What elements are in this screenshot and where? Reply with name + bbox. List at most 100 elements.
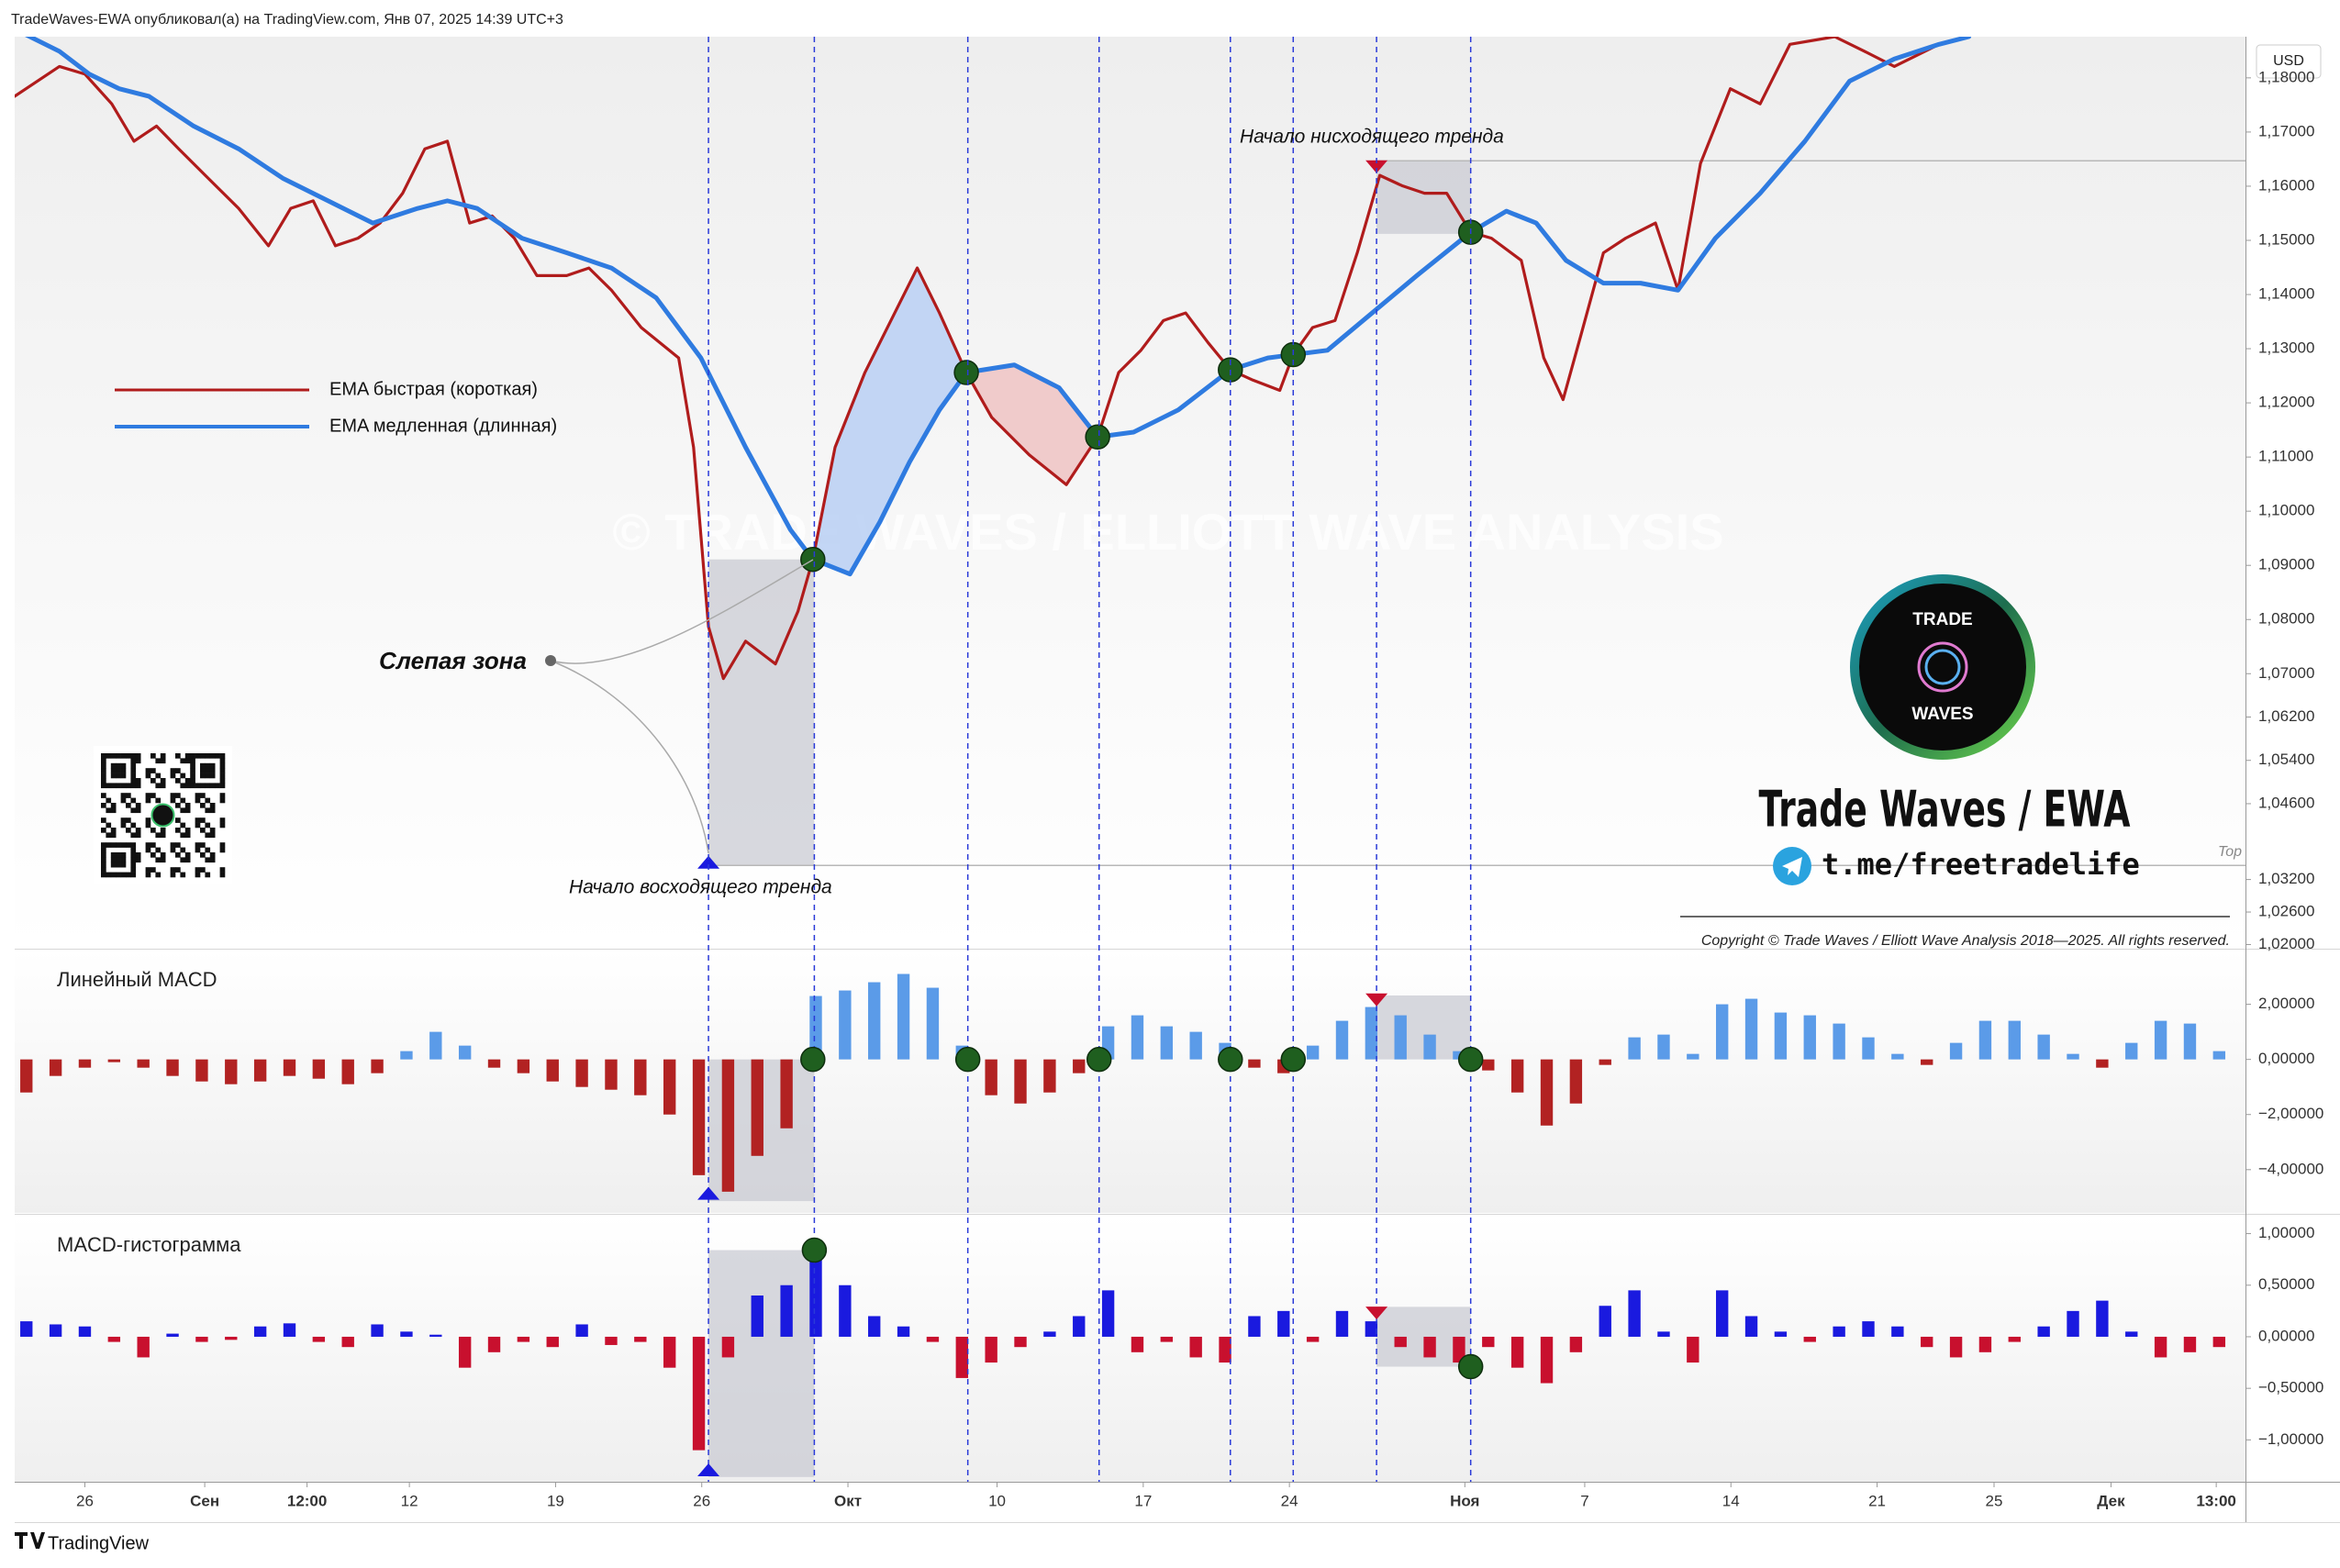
qr-cell	[195, 797, 201, 804]
bar	[1043, 1331, 1056, 1337]
qr-cell	[150, 842, 156, 848]
bar	[1014, 1336, 1027, 1348]
qr-cell	[209, 807, 216, 814]
qr-cell	[150, 768, 156, 773]
qr-cell	[110, 857, 117, 863]
crossing-dot	[1280, 1046, 1307, 1073]
qr-cell	[110, 852, 117, 858]
qr-cell	[110, 828, 117, 833]
qr-cell	[195, 793, 201, 798]
bar	[2008, 1336, 2021, 1342]
qr-cell	[101, 828, 106, 833]
qr-cell	[160, 783, 166, 789]
qr-cell	[219, 817, 226, 823]
qr-cell	[175, 842, 181, 848]
qr-cell	[219, 797, 226, 804]
qr-cell	[120, 822, 127, 828]
bar	[1862, 1321, 1875, 1337]
qr-cell	[160, 758, 166, 764]
qr-cell	[135, 807, 141, 814]
bar	[1423, 1336, 1436, 1358]
qr-cell	[150, 793, 156, 798]
qr-cell	[101, 758, 106, 764]
bar	[926, 987, 940, 1060]
qr-cell	[101, 862, 106, 868]
bar	[1715, 1290, 1729, 1337]
bar	[1774, 1012, 1788, 1060]
bar	[1073, 1316, 1086, 1337]
bar	[1921, 1336, 1933, 1348]
qr-cell	[209, 768, 216, 773]
footer-brand[interactable]: TradingView	[48, 1533, 150, 1553]
bar	[1949, 1042, 1963, 1060]
qr-cell	[180, 822, 186, 828]
bar	[605, 1059, 618, 1090]
bar	[692, 1059, 706, 1175]
qr-cell	[170, 797, 176, 804]
qr-cell	[209, 832, 216, 839]
qr-cell	[200, 803, 206, 808]
qr-cell	[180, 847, 186, 853]
qr-cell	[130, 778, 137, 784]
bar	[1073, 1059, 1086, 1073]
bar	[1862, 1037, 1875, 1060]
qr-cell	[175, 828, 181, 833]
qr-cell	[175, 852, 181, 858]
y-tick-label: −2,00000	[2258, 1105, 2323, 1122]
qr-cell	[126, 842, 131, 848]
bar	[371, 1059, 384, 1073]
panel-overlay	[697, 1237, 1484, 1476]
x-tick-label: 19	[547, 1492, 564, 1509]
bar	[1569, 1059, 1583, 1104]
bar	[78, 1059, 92, 1068]
qr-cell	[184, 803, 191, 808]
qr-cell	[200, 828, 206, 833]
bar	[1394, 1336, 1407, 1348]
qr-cell	[175, 753, 181, 759]
bar	[20, 1059, 33, 1093]
bar	[429, 1334, 442, 1337]
qr-cell	[190, 753, 195, 759]
qr-cell	[101, 867, 106, 873]
bar	[809, 1259, 822, 1337]
bar	[400, 1331, 413, 1337]
bar	[1744, 998, 1758, 1060]
bar	[312, 1336, 326, 1342]
qr-cell	[110, 832, 117, 839]
qr-cell	[135, 828, 141, 833]
bar	[1131, 1015, 1144, 1060]
y-tick-label: 1,08000	[2258, 610, 2314, 628]
y-tick-label: 1,03200	[2258, 870, 2314, 887]
trend-marker	[697, 1186, 720, 1200]
telegram-link[interactable]: t.me/freetradelife	[1822, 847, 2140, 882]
bar	[575, 1324, 588, 1337]
telegram-plane	[1782, 857, 1802, 877]
bar	[1335, 1310, 1349, 1337]
bar	[1687, 1336, 1699, 1363]
qr-cell	[209, 828, 216, 833]
bar	[2154, 1336, 2167, 1358]
bar	[429, 1031, 442, 1060]
y-tick-label: 1,04600	[2258, 794, 2314, 811]
bar	[839, 990, 852, 1060]
bar	[371, 1324, 384, 1337]
qr-cell	[160, 753, 166, 759]
qr-cell	[190, 773, 195, 779]
bar	[2212, 1336, 2226, 1348]
bar	[1365, 1321, 1378, 1337]
qr-code	[94, 746, 232, 884]
qr-cell	[184, 758, 191, 764]
qr-cell	[130, 857, 137, 863]
bar	[1803, 1015, 1816, 1060]
qr-cell	[200, 867, 206, 873]
qr-cell	[120, 842, 127, 848]
qr-cell	[130, 872, 137, 878]
qr-cell	[184, 852, 191, 858]
qr-cell	[170, 768, 176, 773]
bar	[1687, 1053, 1699, 1060]
ema-fill	[812, 268, 967, 574]
qr-cell	[135, 758, 141, 764]
panel-title: Линейный MACD	[57, 968, 217, 991]
bar	[283, 1323, 296, 1337]
qr-cell	[120, 768, 127, 773]
